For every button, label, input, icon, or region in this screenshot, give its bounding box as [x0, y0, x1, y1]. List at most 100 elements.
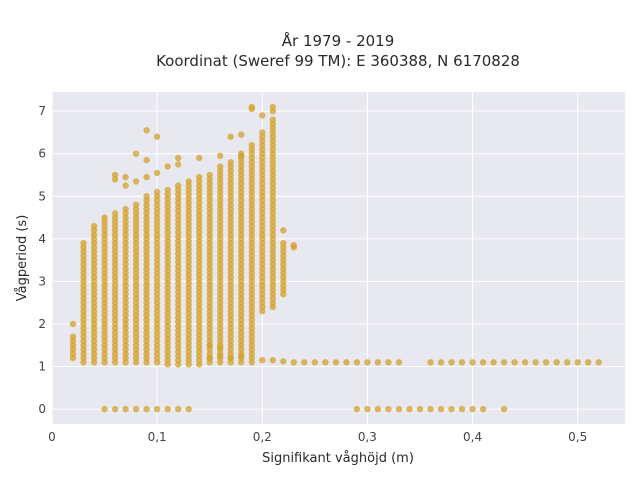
data-point: [206, 342, 213, 349]
data-point: [238, 131, 245, 138]
x-tick-label: 0,2: [253, 430, 272, 444]
data-point: [143, 156, 150, 164]
data-point: [564, 359, 571, 366]
data-point: [227, 133, 234, 140]
x-tick-label: 0,5: [568, 430, 587, 444]
data-point: [122, 182, 129, 189]
y-tick-label: 5: [38, 189, 46, 203]
data-point: [511, 359, 518, 366]
data-point: [364, 359, 371, 366]
data-point: [290, 359, 297, 366]
data-point: [238, 352, 245, 360]
data-point: [185, 178, 192, 185]
data-point: [332, 359, 340, 366]
data-point: [269, 357, 276, 364]
y-tick-label: 0: [38, 402, 46, 416]
data-point: [175, 405, 182, 413]
data-point: [574, 359, 581, 366]
data-point: [196, 154, 203, 162]
data-point: [175, 161, 182, 168]
data-point: [595, 359, 602, 366]
data-point: [311, 359, 318, 366]
data-point: [122, 173, 129, 181]
data-point: [80, 239, 87, 247]
data-point: [111, 405, 119, 413]
data-point: [374, 405, 382, 413]
y-tick-label: 4: [38, 232, 46, 246]
x-axis-title: Signifikant våghöjd (m): [262, 451, 414, 466]
data-point: [90, 222, 98, 230]
data-point: [164, 405, 171, 413]
data-point: [132, 405, 140, 413]
data-point: [322, 359, 329, 366]
data-point: [111, 171, 119, 179]
data-point: [280, 227, 287, 234]
data-point: [217, 352, 224, 360]
data-point: [185, 405, 192, 413]
data-point: [395, 405, 403, 413]
data-point: [143, 405, 150, 413]
data-point: [153, 188, 161, 196]
data-point: [122, 405, 129, 413]
y-tick-label: 3: [38, 274, 46, 288]
data-point: [469, 359, 476, 366]
data-point: [143, 127, 150, 134]
data-point: [280, 239, 287, 247]
data-point: [227, 354, 234, 362]
data-point: [217, 152, 224, 159]
data-point: [143, 173, 150, 181]
data-point: [353, 405, 361, 413]
x-tick-label: 0,4: [463, 430, 482, 444]
data-point: [196, 173, 203, 181]
data-point: [290, 244, 297, 251]
data-point: [448, 405, 455, 413]
data-point: [153, 405, 161, 413]
data-point: [259, 357, 266, 364]
data-point: [385, 405, 392, 413]
data-point: [364, 405, 371, 413]
y-tick-label: 2: [38, 317, 46, 331]
data-point: [227, 159, 234, 166]
data-point: [248, 142, 255, 149]
tick-labels: 0 0,1 0,2 0,3 0,4 0,5 0 1 2 3 4 5 6 7: [38, 104, 587, 444]
data-point: [259, 129, 266, 136]
data-point: [269, 116, 276, 123]
data-point: [143, 193, 150, 200]
data-point: [206, 354, 213, 362]
data-point: [542, 359, 550, 366]
data-point: [238, 152, 245, 159]
x-tick-label: 0,3: [358, 430, 377, 444]
data-point: [175, 182, 182, 189]
data-point: [280, 358, 287, 365]
data-point: [479, 359, 487, 366]
data-point: [175, 154, 182, 162]
data-point: [353, 359, 361, 366]
data-point: [343, 359, 350, 366]
data-point: [132, 150, 140, 157]
x-tick-label: 0,1: [148, 430, 167, 444]
y-axis-title: Vågperiod (s): [15, 215, 30, 302]
y-tick-label: 1: [38, 360, 46, 374]
data-points: [69, 103, 602, 413]
data-point: [521, 359, 529, 366]
data-point: [217, 163, 224, 170]
data-point: [385, 359, 392, 366]
data-point: [132, 201, 140, 208]
data-point: [269, 108, 276, 115]
data-point: [111, 210, 119, 217]
data-point: [259, 112, 266, 119]
data-point: [416, 405, 424, 413]
x-tick-label: 0: [48, 430, 56, 444]
data-point: [164, 163, 171, 170]
data-point: [427, 405, 434, 413]
data-point: [448, 359, 455, 366]
data-point: [437, 405, 445, 413]
y-tick-label: 7: [38, 104, 46, 118]
data-point: [374, 359, 382, 366]
data-point: [406, 405, 413, 413]
data-point: [532, 359, 539, 366]
data-point: [427, 359, 434, 366]
data-point: [585, 359, 592, 366]
data-point: [206, 171, 213, 179]
